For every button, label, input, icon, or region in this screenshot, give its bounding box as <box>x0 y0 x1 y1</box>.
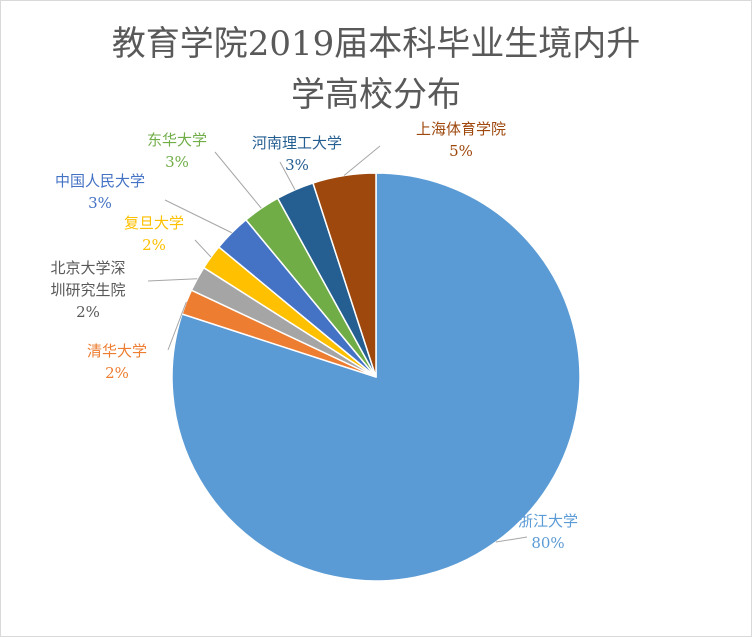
leader-line-3 <box>147 278 198 282</box>
leader-line-2 <box>167 301 187 351</box>
data-label-7: 河南理工大学 3% <box>252 134 342 174</box>
leader-line-7 <box>279 161 296 191</box>
data-labels: 浙江大学 80% 清华大学 2% 北京大学深圳研究生院 2% 复旦大学 2%中国人民大学 3%东… <box>50 120 578 552</box>
data-label-6: 东华大学 3% <box>147 131 207 171</box>
chart-title-line-1: 教育学院2019届本科毕业生境内升 <box>112 24 641 64</box>
data-label-1: 浙江大学 80% <box>518 512 578 552</box>
leader-line-5 <box>164 199 232 234</box>
data-label-8: 上海体育学院 5% <box>416 120 506 160</box>
data-label-4: 复旦大学 2% <box>124 214 184 254</box>
chart-title-line-2: 学高校分布 <box>291 75 461 115</box>
data-label-3: 北京大学深圳研究生院 2% <box>50 259 125 321</box>
leader-lines <box>147 145 528 543</box>
pie-slices <box>171 172 581 582</box>
leader-line-1 <box>495 536 528 543</box>
data-label-2: 清华大学 2% <box>87 342 147 382</box>
leader-line-6 <box>214 151 262 209</box>
data-label-5: 中国人民大学 3% <box>55 172 145 212</box>
leader-line-4 <box>194 239 212 258</box>
leader-line-8 <box>343 145 381 176</box>
